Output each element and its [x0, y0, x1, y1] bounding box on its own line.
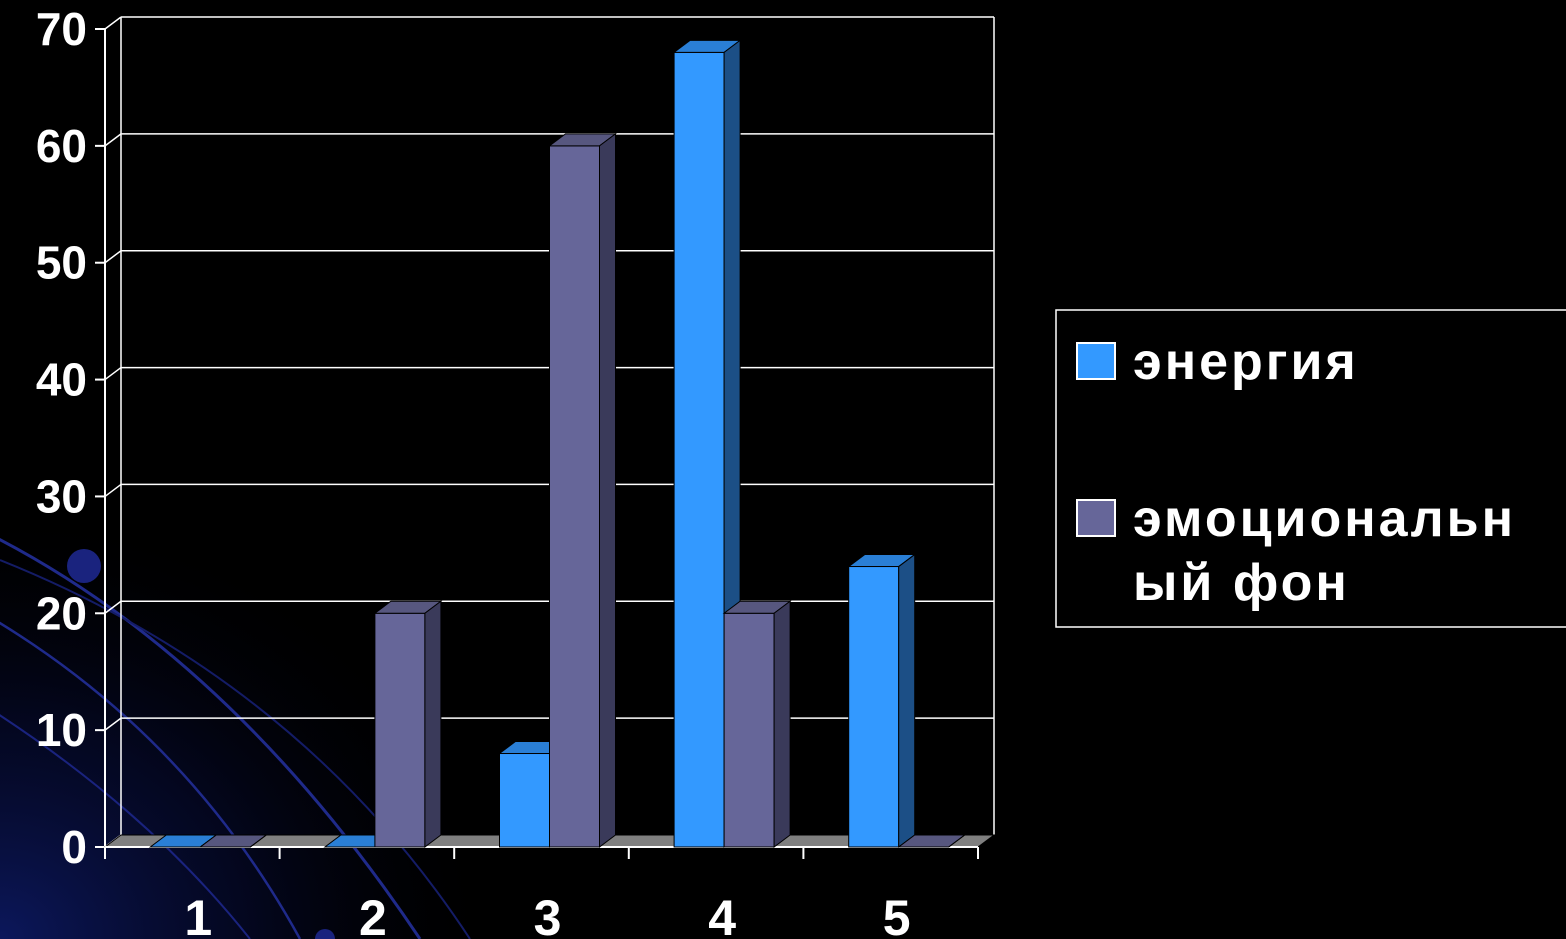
bar — [198, 834, 268, 848]
y-tick-label: 40 — [36, 354, 87, 406]
gridline-side — [104, 600, 122, 614]
bar-front — [549, 145, 600, 848]
x-tick-label: 3 — [534, 890, 562, 939]
legend-swatch — [1076, 499, 1116, 537]
bar-side — [898, 553, 916, 848]
bar-side — [773, 600, 791, 848]
x-tick-label: 2 — [359, 890, 387, 939]
x-tick-label: 4 — [708, 890, 736, 939]
y-tick-label: 20 — [36, 587, 87, 639]
bar-side — [948, 834, 966, 848]
bar-front — [499, 753, 550, 848]
decorative-dot — [67, 549, 101, 583]
bar — [548, 132, 617, 848]
y-tick-label: 70 — [36, 3, 87, 55]
decorative-arc — [0, 538, 422, 939]
gridline-side — [104, 717, 122, 731]
y-tick-label: 0 — [61, 821, 87, 873]
gridline-side — [104, 16, 122, 30]
decorative-arc — [0, 621, 302, 939]
bar-front — [374, 612, 426, 848]
bar — [722, 600, 792, 848]
y-tick-label: 10 — [36, 704, 87, 756]
gridline-side — [104, 366, 122, 381]
x-tick-label: 1 — [184, 890, 212, 939]
gridline-side — [104, 133, 122, 147]
decorative-arc — [0, 559, 471, 939]
legend-box — [1055, 309, 1566, 628]
bar-side — [250, 834, 267, 848]
legend-label: энергия — [1133, 333, 1359, 391]
gridline-side — [104, 483, 122, 498]
legend: энергия эмоциональн ый фон — [1055, 309, 1566, 628]
gridline-side — [104, 250, 122, 264]
legend-label: эмоциональн — [1133, 490, 1516, 548]
bar — [373, 600, 443, 848]
bar — [897, 834, 967, 848]
bar-front — [723, 612, 775, 848]
legend-swatch — [1076, 342, 1116, 380]
y-tick-label: 50 — [36, 237, 87, 289]
bar-front — [673, 51, 725, 848]
y-tick-label: 30 — [36, 470, 87, 522]
x-tick-label: 5 — [883, 890, 911, 939]
bar — [847, 553, 917, 848]
decorative-dot — [315, 929, 335, 939]
y-tick-label: 60 — [36, 120, 87, 172]
legend-label: ый фон — [1133, 554, 1350, 612]
decorative-arc — [0, 714, 251, 939]
plot-area: 0 10 20 30 40 50 60 70 1 2 3 4 5 — [36, 3, 996, 939]
bar-front — [848, 566, 900, 848]
bar-side — [599, 132, 616, 848]
bar-side — [424, 600, 442, 848]
